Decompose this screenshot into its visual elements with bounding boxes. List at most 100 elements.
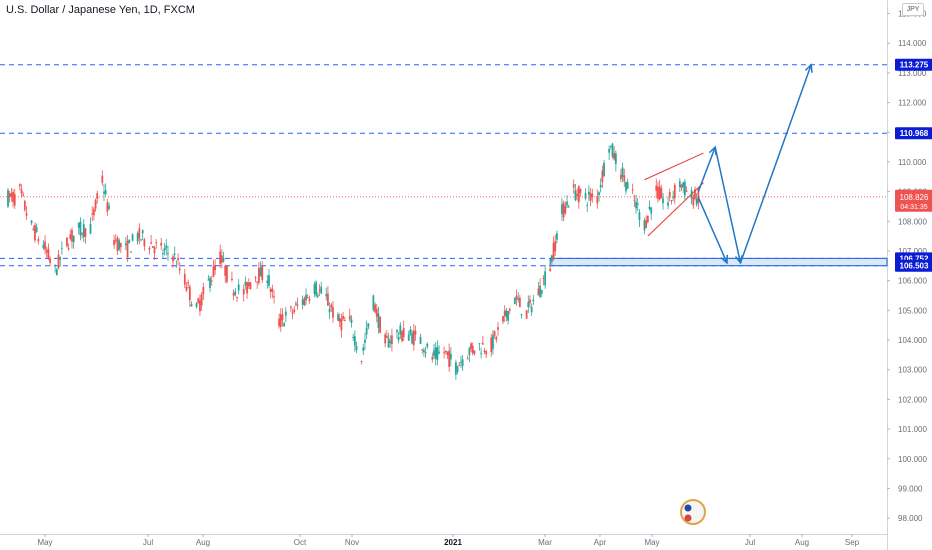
candle-body (554, 241, 557, 252)
candle-body (71, 230, 73, 242)
candle-body (503, 310, 506, 316)
candle-body (532, 299, 535, 302)
candle-body (283, 323, 286, 327)
candle-body (352, 336, 355, 338)
candle-body (92, 208, 95, 216)
candle-body (588, 191, 590, 195)
candle-body (596, 195, 599, 204)
chart-title: U.S. Dollar / Japanese Yen, 1D, FXCM (6, 4, 195, 16)
candle-body (12, 191, 14, 203)
candle-body (508, 308, 511, 311)
y-tick-label: 114.000 (898, 39, 927, 48)
candle-body (436, 347, 439, 360)
candle-body (177, 258, 179, 261)
candle-body (662, 198, 664, 204)
candle-body (492, 335, 494, 350)
level-label: 110.968 (900, 129, 929, 138)
candle-body (232, 292, 235, 296)
candle-body (480, 352, 483, 354)
candle-body (202, 286, 205, 295)
candle-body (505, 310, 508, 318)
candle-body (495, 336, 498, 340)
candle-body (296, 304, 299, 306)
candle-body (412, 330, 415, 346)
candle-body (244, 281, 247, 286)
candle-body (549, 268, 552, 272)
currency-badge[interactable]: JPY (902, 3, 924, 16)
candle-body (207, 279, 210, 281)
candle-body (101, 175, 104, 183)
candle-body (636, 203, 639, 205)
candle-body (293, 309, 296, 312)
candle-body (513, 297, 516, 305)
candle-body (603, 162, 605, 176)
y-tick-label: 113.000 (898, 69, 927, 78)
candle-body (131, 234, 134, 241)
candle-body (49, 258, 51, 263)
candle-body (466, 358, 469, 360)
candle-body (566, 201, 568, 206)
candle-body (337, 314, 339, 321)
candle-body (507, 310, 509, 321)
candle-body (502, 315, 504, 322)
candle-body (438, 351, 440, 354)
candle-body (318, 289, 321, 291)
x-tick-label: Mar (538, 538, 552, 547)
candle-body (54, 265, 57, 267)
candle-body (10, 193, 13, 197)
candle-body (18, 184, 21, 187)
candle-body (692, 197, 695, 206)
candle-body (212, 266, 215, 277)
candle-body (163, 247, 166, 251)
candle-body (611, 143, 614, 157)
candle-body (599, 184, 602, 188)
candle-body (183, 274, 186, 285)
level-label: 106.503 (900, 262, 929, 271)
candle-body (261, 265, 264, 280)
candle-body (271, 288, 274, 292)
candle-body (556, 233, 558, 240)
candle-body (155, 242, 158, 244)
projection-arrow (714, 146, 742, 264)
candle-body (591, 193, 594, 198)
candle-body (540, 289, 543, 294)
candle-body (678, 181, 681, 187)
candle-body (94, 200, 97, 209)
candle-body (118, 240, 121, 250)
candle-body (574, 190, 577, 201)
candle-body (364, 339, 366, 343)
candle-body (448, 350, 451, 367)
y-tick-label: 106.000 (898, 277, 927, 286)
x-tick-label: Aug (196, 538, 210, 547)
candle-body (379, 317, 382, 333)
candle-body (141, 230, 144, 234)
candle-body (113, 240, 115, 246)
candle-body (454, 362, 457, 375)
x-tick-label: Jul (143, 538, 153, 547)
candle-body (138, 228, 141, 239)
candle-body (313, 284, 316, 294)
candle-body (128, 239, 131, 243)
candle-body (150, 242, 153, 244)
candle-body (399, 325, 402, 335)
candle-body (433, 350, 435, 357)
candle-body (77, 222, 80, 228)
candle-body (187, 282, 190, 284)
candle-body (353, 336, 356, 346)
candle-body (103, 191, 105, 194)
author-badge-dot-red (684, 514, 692, 522)
candle-body (695, 198, 698, 205)
candle-body (279, 314, 282, 327)
candle-body (197, 298, 200, 303)
candle-body (623, 175, 626, 182)
candle-body (365, 327, 368, 335)
candle-body (13, 194, 16, 206)
channel-lower-line (647, 182, 704, 237)
candle-body (188, 286, 191, 301)
candle-body (22, 194, 25, 196)
candle-body (66, 237, 68, 247)
candle-body (209, 277, 211, 288)
current-price-label: 108.826 (900, 193, 929, 202)
